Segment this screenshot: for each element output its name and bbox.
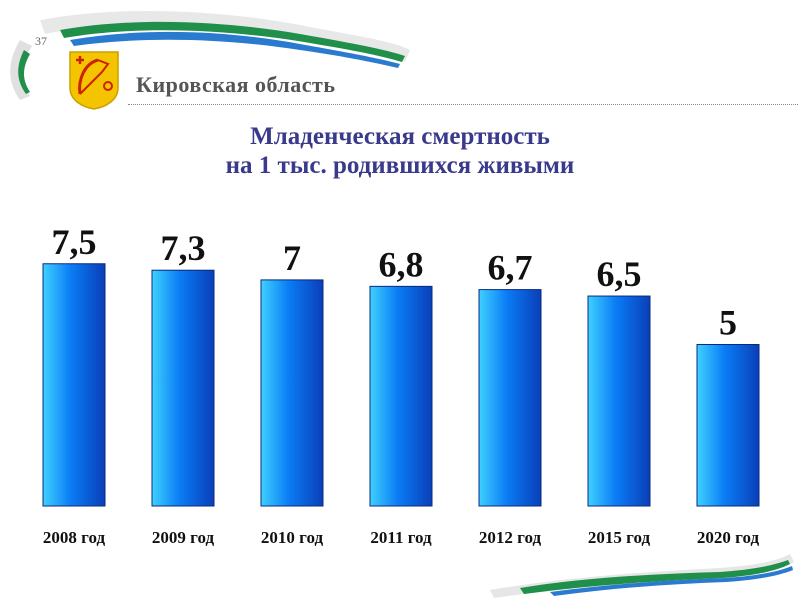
bar-2008-год	[42, 263, 106, 507]
coat-of-arms-icon	[69, 51, 119, 110]
x-tick-label: 2008 год	[43, 528, 106, 547]
page-number: 37	[35, 34, 47, 48]
bar-value-label: 5	[719, 303, 737, 343]
x-tick-label: 2009 год	[152, 528, 215, 547]
bar-2012-год	[478, 289, 542, 507]
decorative-ribbon	[10, 10, 410, 100]
x-tick-label: 2015 год	[588, 528, 651, 547]
bar-value-label: 7	[283, 238, 301, 278]
x-tick-label: 2011 год	[370, 528, 432, 547]
chart-title: Младенческая смертность на 1 тыс. родивш…	[100, 122, 700, 180]
x-tick-label: 2020 год	[697, 528, 760, 547]
bar-value-label: 7,3	[161, 228, 206, 268]
header-divider	[128, 104, 798, 105]
bar-value-label: 6,8	[379, 244, 424, 284]
x-tick-label: 2010 год	[261, 528, 324, 547]
bar-value-label: 6,7	[488, 248, 533, 288]
bar-2009-год	[151, 269, 215, 507]
region-name: Кировская область	[136, 72, 336, 97]
decorative-ribbon-bottom	[490, 554, 794, 598]
chart-title-line-2: на 1 тыс. родившихся живыми	[225, 152, 575, 179]
bar-2015-год	[587, 295, 651, 507]
x-tick-label: 2012 год	[479, 528, 542, 547]
bar-value-label: 6,5	[597, 254, 642, 294]
chart-title-line-1: Младенческая смертность	[250, 123, 550, 150]
bar-2011-год	[369, 285, 433, 507]
bar-2020-год	[696, 344, 760, 507]
bar-2010-год	[260, 279, 324, 507]
bar-value-label: 7,5	[52, 222, 97, 262]
